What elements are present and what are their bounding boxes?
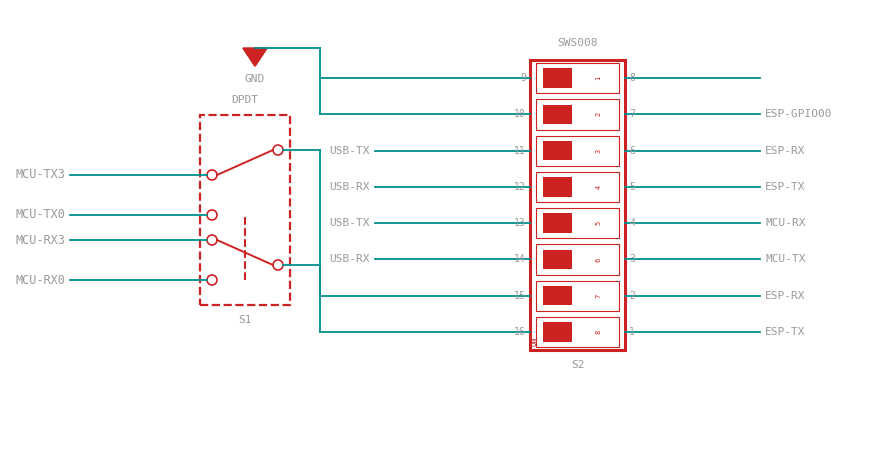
Text: MCU-RX: MCU-RX: [765, 218, 805, 228]
Text: MCU-RX3: MCU-RX3: [15, 234, 65, 247]
Text: USB-TX: USB-TX: [329, 146, 370, 156]
Text: ESP-RX: ESP-RX: [765, 146, 805, 156]
Bar: [543, 250, 572, 269]
Text: 8: 8: [595, 330, 601, 334]
Bar: [536, 99, 619, 130]
Text: 1: 1: [595, 76, 601, 80]
Text: SWS008: SWS008: [558, 38, 598, 48]
Text: S1: S1: [238, 315, 252, 325]
Bar: [543, 286, 572, 306]
Bar: [543, 177, 572, 197]
Bar: [530, 60, 625, 350]
Text: 4: 4: [595, 185, 601, 189]
Text: ON: ON: [529, 336, 538, 346]
Text: DPDT: DPDT: [232, 95, 258, 105]
Bar: [536, 317, 619, 347]
Text: 6: 6: [595, 257, 601, 261]
Text: 7: 7: [629, 109, 635, 119]
Bar: [536, 208, 619, 238]
Text: 4: 4: [629, 218, 635, 228]
Text: 13: 13: [514, 218, 526, 228]
Text: 2: 2: [595, 112, 601, 117]
Bar: [543, 104, 572, 124]
Text: 11: 11: [514, 146, 526, 156]
Text: ESP-GPIO00: ESP-GPIO00: [765, 109, 832, 119]
Text: 12: 12: [514, 182, 526, 192]
Bar: [543, 213, 572, 233]
Polygon shape: [243, 48, 267, 66]
Text: MCU-RX0: MCU-RX0: [15, 274, 65, 287]
Text: 15: 15: [514, 291, 526, 301]
Text: ESP-RX: ESP-RX: [765, 291, 805, 301]
Text: 10: 10: [514, 109, 526, 119]
Bar: [543, 322, 572, 342]
Text: MCU-TX3: MCU-TX3: [15, 168, 65, 181]
Text: 8: 8: [629, 73, 635, 83]
Text: ESP-TX: ESP-TX: [765, 182, 805, 192]
Bar: [200, 115, 290, 305]
Text: USB-RX: USB-RX: [329, 182, 370, 192]
Text: 5: 5: [629, 182, 635, 192]
Bar: [536, 135, 619, 166]
Text: 3: 3: [595, 148, 601, 153]
Bar: [536, 280, 619, 311]
Text: MCU-TX: MCU-TX: [765, 254, 805, 265]
Text: MCU-TX0: MCU-TX0: [15, 208, 65, 221]
Bar: [536, 63, 619, 93]
Text: 2: 2: [629, 291, 635, 301]
Text: 5: 5: [595, 221, 601, 225]
Bar: [543, 141, 572, 161]
Text: 6: 6: [629, 146, 635, 156]
Text: 1: 1: [629, 327, 635, 337]
Bar: [536, 172, 619, 202]
Bar: [536, 244, 619, 274]
Text: USB-TX: USB-TX: [329, 218, 370, 228]
Text: GND: GND: [245, 74, 266, 84]
Text: S2: S2: [571, 360, 584, 370]
Text: 3: 3: [629, 254, 635, 265]
Text: ESP-TX: ESP-TX: [765, 327, 805, 337]
Text: 14: 14: [514, 254, 526, 265]
Bar: [543, 68, 572, 88]
Text: 16: 16: [514, 327, 526, 337]
Text: 7: 7: [595, 293, 601, 298]
Text: 9: 9: [520, 73, 526, 83]
Text: USB-RX: USB-RX: [329, 254, 370, 265]
